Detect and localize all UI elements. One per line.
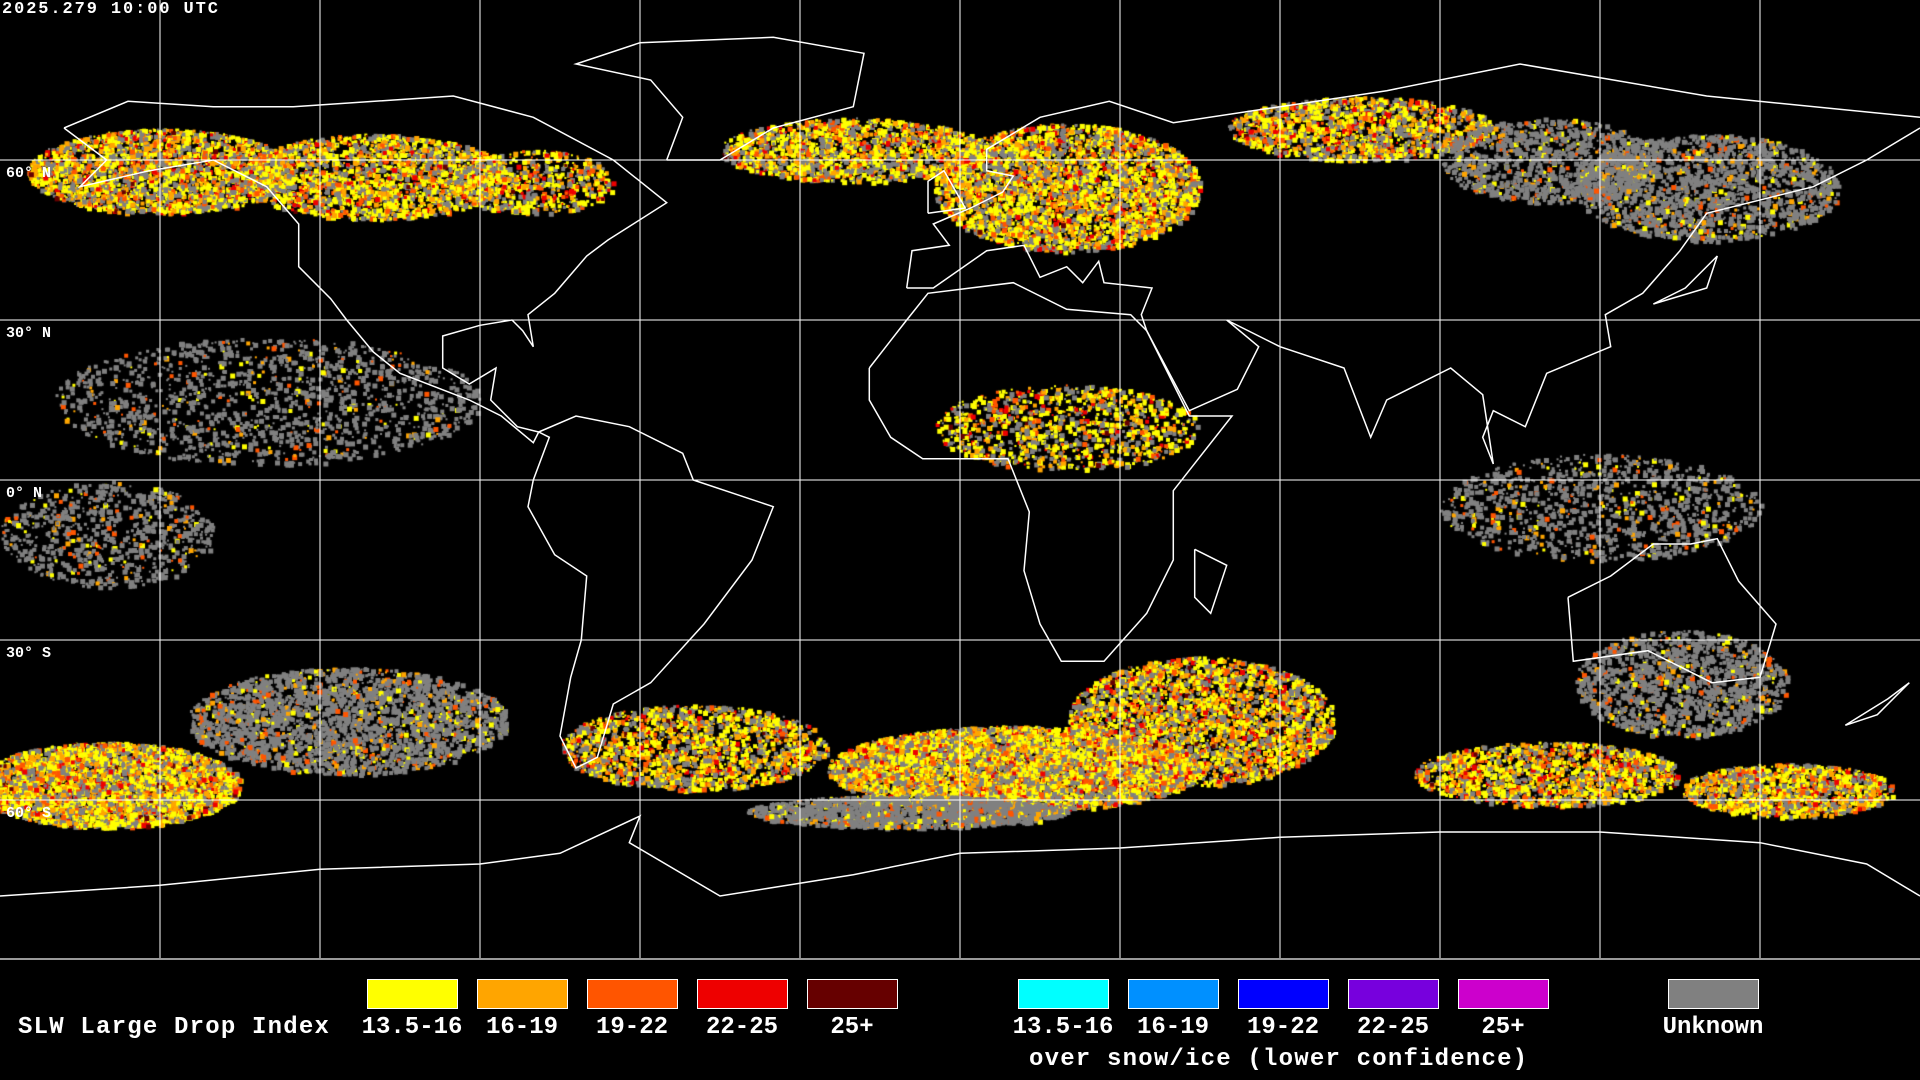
swatch-unknown <box>1668 979 1759 1009</box>
coastline-grid-layer <box>0 0 1920 958</box>
coastline <box>527 415 775 770</box>
coastline <box>1652 255 1719 305</box>
lat-label-30s: 30° S <box>6 645 52 662</box>
coastline <box>906 127 1920 465</box>
swatch-label: 25+ <box>1481 1014 1525 1041</box>
coastline <box>927 169 967 215</box>
coastline <box>905 63 1920 289</box>
swatch-snow-22-25 <box>1348 979 1439 1009</box>
coastline <box>63 95 668 444</box>
coastline <box>573 36 865 161</box>
swatch-snow-19-22 <box>1238 979 1329 1009</box>
swatch-label: 22-25 <box>1356 1014 1429 1041</box>
coastline <box>868 281 1234 663</box>
coastline <box>1844 682 1910 727</box>
legend: SLW Large Drop Index 13.5-16 16-19 19-22… <box>0 958 1920 1080</box>
swatch-label: Unknown <box>1662 1014 1764 1041</box>
legend-title: SLW Large Drop Index <box>18 1014 331 1041</box>
swatch-13-16 <box>367 979 458 1009</box>
swatch-label: 13.5-16 <box>361 1014 463 1041</box>
swatch-snow-13-16 <box>1018 979 1109 1009</box>
swatch-label: 22-25 <box>705 1014 778 1041</box>
swatch-label: 25+ <box>830 1014 874 1041</box>
lat-label-0n: 0° N <box>6 485 43 502</box>
swatch-label: 16-19 <box>485 1014 558 1041</box>
swatch-label: 13.5-16 <box>1012 1014 1114 1041</box>
lat-label-60s: 60° S <box>6 805 52 822</box>
swatch-snow-16-19 <box>1128 979 1219 1009</box>
lat-label-30n: 30° N <box>6 325 52 342</box>
swatch-label: 16-19 <box>1136 1014 1209 1041</box>
timestamp-title: 2025.279 10:00 UTC <box>2 0 220 19</box>
snow-ice-caption: over snow/ice (lower confidence) <box>1029 1046 1529 1073</box>
coastline <box>1567 537 1777 684</box>
coastline <box>0 814 1920 897</box>
swatch-16-19 <box>477 979 568 1009</box>
swatch-19-22 <box>587 979 678 1009</box>
swatch-label: 19-22 <box>595 1014 668 1041</box>
coastline <box>1193 548 1228 615</box>
swatch-snow-25-plus <box>1458 979 1549 1009</box>
slw-map <box>0 0 1920 958</box>
lat-label-60n: 60° N <box>6 165 52 182</box>
swatch-25-plus <box>807 979 898 1009</box>
swatch-label: 19-22 <box>1246 1014 1319 1041</box>
swatch-22-25 <box>697 979 788 1009</box>
